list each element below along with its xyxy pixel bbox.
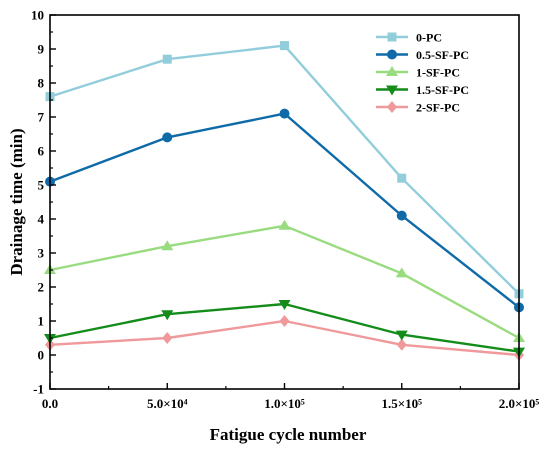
legend-label: 1-SF-PC [416, 66, 460, 80]
y-tick-label: 5 [38, 178, 45, 193]
y-tick-label: -1 [33, 382, 44, 397]
y-tick-label: 3 [38, 246, 45, 261]
legend-marker [386, 66, 398, 76]
x-axis: 0.0 5.0×10⁴ 1.0×10⁵ 1.5×10⁵ 2.0×10⁵ [42, 383, 540, 411]
data-point [279, 108, 290, 119]
y-tick-label: 7 [38, 110, 45, 125]
legend-label: 0.5-SF-PC [416, 48, 469, 62]
data-point [162, 332, 173, 344]
legend-marker [387, 32, 397, 42]
data-point [162, 54, 172, 64]
legend-marker [387, 49, 397, 60]
data-point [278, 219, 291, 230]
x-axis-title: Fatigue cycle number [210, 425, 367, 444]
series-line [49, 302, 520, 353]
x-tick-label: 1.0×10⁵ [264, 396, 305, 411]
y-tick-label: 8 [38, 76, 45, 91]
y-tick-label: 0 [38, 348, 45, 363]
y-tick-label: 10 [31, 8, 44, 23]
data-point [161, 240, 174, 251]
y-tick-label: 4 [38, 212, 45, 227]
y-axis-title: Drainage time (min) [7, 128, 26, 275]
data-point [161, 310, 174, 321]
y-axis: -1 0 1 2 3 4 5 6 7 8 9 10 [31, 8, 56, 397]
x-tick-label: 2.0×10⁵ [499, 396, 540, 411]
series-line [49, 112, 520, 309]
data-point [279, 315, 290, 327]
x-tick-label: 0.0 [42, 396, 58, 411]
series-layer [44, 41, 525, 361]
data-point [397, 173, 407, 183]
data-point [280, 41, 289, 51]
data-point [278, 300, 291, 310]
y-tick-label: 2 [38, 280, 45, 295]
y-tick-label: 9 [38, 42, 45, 57]
data-point [396, 338, 407, 351]
legend-marker [386, 85, 398, 96]
data-point [162, 132, 173, 143]
x-tick-label: 5.0×10⁴ [147, 396, 188, 411]
data-point [396, 210, 407, 221]
x-tick-label: 1.5×10⁵ [381, 396, 422, 411]
legend-marker [387, 101, 397, 113]
data-point [395, 267, 408, 278]
legend-label: 2-SF-PC [416, 101, 460, 115]
y-tick-label: 6 [38, 144, 45, 159]
legend: 0-PC 0.5-SF-PC 1-SF-PC 1.5-SF-PC 2-SF-PC [376, 31, 469, 115]
legend-label: 1.5-SF-PC [416, 83, 469, 97]
legend-label: 0-PC [416, 31, 442, 45]
y-tick-label: 1 [38, 314, 45, 329]
data-point [395, 330, 408, 341]
